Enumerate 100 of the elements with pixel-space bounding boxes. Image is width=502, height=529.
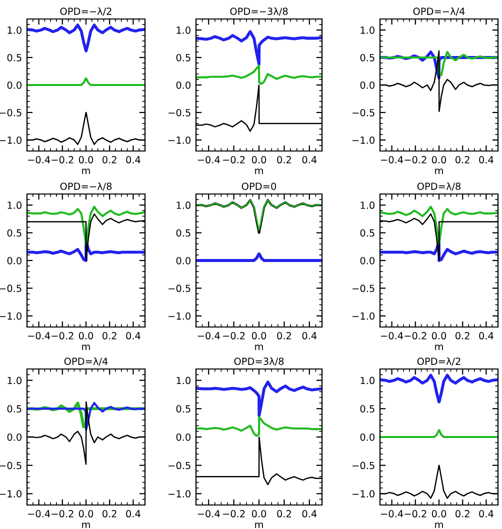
y-tick-label: 0.5 (360, 54, 374, 62)
chart-title: OPD=−3λ/8 (230, 7, 288, 16)
line-series (196, 30, 322, 66)
y-tick-label: −1.0 (0, 490, 22, 498)
x-tick-label: −0.2 (404, 156, 426, 164)
x-axis-title: m (82, 344, 90, 350)
x-tick-label: 0.4 (126, 510, 140, 518)
line-series (380, 374, 498, 404)
x-tick-label: −0.4 (28, 332, 50, 340)
chart-title: OPD=0 (242, 182, 276, 190)
x-tick-label: −0.2 (404, 510, 426, 518)
x-tick-label: 0.2 (277, 332, 291, 340)
chart-title: OPD=λ/8 (417, 182, 461, 191)
y-tick-label: 1.0 (8, 202, 22, 209)
y-tick-label: −1.0 (0, 136, 22, 144)
y-tick-label: 1.0 (176, 376, 190, 384)
y-tick-label: −1.0 (168, 490, 190, 498)
x-tick-label: 0.4 (302, 156, 317, 164)
y-tick-label: 0.5 (7, 54, 22, 62)
x-tick-label: −0.2 (223, 510, 245, 518)
y-tick-label: −1.0 (0, 312, 22, 320)
x-axis-title: m (82, 168, 90, 174)
x-tick-label: −0.4 (198, 156, 220, 164)
line-series (196, 64, 322, 85)
x-tick-label: −0.2 (52, 510, 74, 518)
y-tick-label: 0.5 (360, 405, 374, 412)
x-tick-label: 0.0 (432, 332, 446, 340)
y-tick-label: −0.5 (168, 108, 190, 116)
chart-title: OPD=λ/2 (417, 357, 460, 366)
x-tick-label: 0.4 (479, 332, 494, 340)
x-tick-label: 0.4 (479, 156, 494, 164)
x-axis-title: m (255, 168, 263, 174)
x-tick-label: −0.4 (198, 510, 220, 518)
x-tick-label: −0.4 (381, 156, 404, 164)
y-tick-label: 0.0 (360, 256, 374, 264)
line-series (380, 206, 498, 245)
y-tick-label: −1.0 (168, 312, 190, 320)
x-tick-label: 0.2 (102, 510, 116, 518)
x-tick-label: 0.2 (277, 510, 291, 518)
x-tick-label: 0.4 (302, 510, 317, 518)
y-tick-label: −0.5 (168, 284, 190, 292)
y-tick-label: 1.0 (360, 26, 374, 34)
y-tick-label: 1.0 (8, 26, 22, 34)
x-tick-label: 0.2 (456, 332, 470, 340)
x-tick-label: 0.0 (252, 156, 266, 164)
chart-title: OPD=λ/4 (64, 357, 108, 366)
x-tick-label: 0.2 (277, 156, 291, 164)
chart-title: OPD=−λ/2 (60, 7, 112, 16)
y-tick-label: 1.0 (360, 376, 374, 384)
y-tick-label: −1.0 (168, 136, 190, 144)
y-tick-label: 1.0 (8, 376, 22, 384)
x-tick-label: 0.4 (302, 332, 317, 340)
y-tick-label: −0.5 (352, 462, 374, 470)
x-tick-label: 0.0 (432, 510, 446, 518)
x-tick-label: −0.2 (404, 332, 426, 340)
y-tick-label: 0.5 (176, 229, 190, 237)
x-tick-label: 0.4 (126, 156, 140, 164)
x-tick-label: 0.0 (432, 156, 446, 164)
y-tick-label: 0.5 (7, 229, 22, 237)
x-tick-label: −0.2 (52, 156, 74, 164)
y-tick-label: 0.5 (176, 405, 190, 412)
chart-title: OPD=3λ/8 (234, 357, 284, 366)
x-tick-label: 0.2 (102, 156, 116, 164)
x-tick-label: −0.4 (28, 156, 50, 164)
y-tick-label: 1.0 (176, 202, 190, 209)
x-axis-title: m (435, 168, 443, 174)
x-tick-label: 0.4 (479, 510, 494, 518)
y-tick-label: 0.0 (176, 433, 190, 441)
y-tick-label: 1.0 (176, 26, 190, 34)
x-axis-title: m (435, 522, 443, 528)
x-tick-label: 0.2 (102, 332, 116, 340)
y-tick-label: −0.5 (0, 108, 22, 116)
x-tick-label: 0.0 (78, 510, 94, 518)
y-tick-label: 0.0 (176, 256, 190, 264)
x-tick-label: 0.0 (252, 332, 266, 340)
x-tick-label: 0.4 (126, 332, 140, 340)
x-tick-label: −0.4 (381, 510, 404, 518)
x-tick-label: 0.0 (78, 332, 94, 340)
y-tick-label: −0.5 (0, 462, 22, 470)
y-tick-label: 0.0 (7, 81, 22, 89)
y-tick-label: 0.5 (360, 229, 374, 237)
x-tick-label: −0.4 (28, 510, 50, 518)
y-tick-label: 0.0 (360, 433, 374, 441)
x-tick-label: −0.2 (223, 156, 245, 164)
chart-title: OPD=−λ/4 (413, 7, 465, 16)
x-tick-label: −0.4 (198, 332, 220, 340)
y-tick-label: −0.5 (352, 108, 374, 116)
x-tick-label: 0.2 (456, 510, 470, 518)
y-tick-label: 0.0 (360, 81, 374, 89)
x-axis-title: m (255, 344, 263, 350)
x-axis-title: m (435, 344, 443, 350)
x-axis-title: m (82, 522, 90, 528)
y-tick-label: −0.5 (352, 284, 374, 292)
y-tick-label: 0.0 (7, 433, 22, 441)
y-tick-label: −0.5 (0, 284, 22, 292)
x-tick-label: −0.2 (223, 332, 245, 340)
y-tick-label: 0.5 (176, 54, 190, 62)
x-tick-label: 0.0 (78, 156, 94, 164)
line-series (196, 416, 322, 437)
y-tick-label: −1.0 (352, 490, 374, 498)
